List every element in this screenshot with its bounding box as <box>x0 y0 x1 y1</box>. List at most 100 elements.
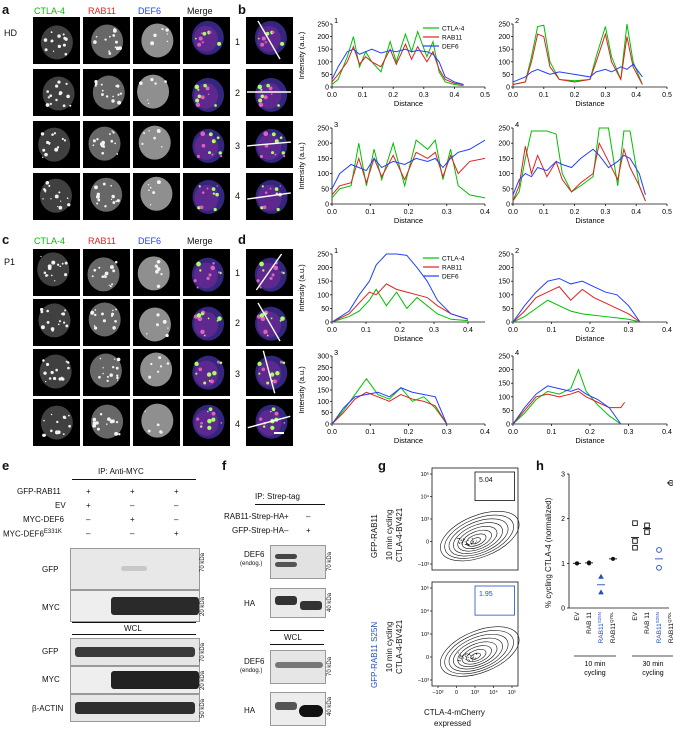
f-kda-0: 70 kDa <box>327 551 333 571</box>
f-kda-1: 40 kDa <box>327 592 333 612</box>
e-kda-3: 20 kDa <box>200 670 206 690</box>
plot-number: 4 <box>515 348 519 357</box>
y-tick-label: 200 <box>498 265 510 272</box>
y-tick-label: 50 <box>502 408 510 415</box>
x-tick-label: 0.1 <box>539 209 549 216</box>
event-dot <box>467 539 469 541</box>
y-tick-label: 200 <box>317 34 329 41</box>
plot-number: 2 <box>515 16 519 25</box>
micrograph-ctla4 <box>33 299 80 346</box>
x-tick-label: 0.1 <box>547 327 557 334</box>
e-blot-ip-myc <box>70 590 200 622</box>
x-tick-label: 0.2 <box>585 327 595 334</box>
e-row-label-0: GFP-RAB11 <box>17 487 61 496</box>
gate-box <box>474 585 515 616</box>
series-line-def6 <box>512 385 622 425</box>
plot-axes: 0 50 100 150 200 250 0.0 0.1 0.2 0.3 0.4 0.5 Distanc… <box>498 120 672 225</box>
y-tick-label: 50 <box>502 72 510 79</box>
y-tick-label: 250 <box>498 252 510 259</box>
series-line-def6 <box>331 387 448 425</box>
data-point <box>632 520 638 526</box>
category-label: RAB11S25N <box>655 612 663 643</box>
data-point <box>644 522 650 529</box>
event-dot <box>465 544 467 546</box>
density-contour <box>470 652 481 660</box>
x-axis-label: Distance <box>394 216 423 225</box>
e-kda-2: 70 kDa <box>200 642 206 662</box>
event-dot <box>462 541 464 543</box>
x-tick-label: 0.3 <box>419 92 429 99</box>
x-tick-label: 0.4 <box>480 209 490 216</box>
event-dot <box>460 540 462 542</box>
x-tick-label: 0.2 <box>570 209 580 216</box>
event-dot <box>476 540 478 542</box>
micrograph-def6 <box>133 17 180 64</box>
series-line-rab11 <box>512 32 643 85</box>
event-dot <box>469 655 471 657</box>
y-tick-label: 10⁴ <box>421 494 430 501</box>
micrograph-merge <box>246 349 293 396</box>
f-band <box>300 601 322 610</box>
x-tick-label: 0.3 <box>624 429 634 436</box>
g-row1-label: GFP-RAB11 <box>370 514 379 558</box>
micrograph-merge <box>246 17 293 64</box>
e-wcl-label: WCL <box>124 624 142 633</box>
micrograph-rab11 <box>83 121 130 168</box>
x-tick-label: 0.0 <box>327 209 337 216</box>
data-point <box>598 573 604 579</box>
y-tick-label: 0 <box>325 320 329 327</box>
f-band <box>275 554 297 559</box>
group-label-1b: cycling <box>584 670 606 677</box>
y-tick-label: –10³ <box>418 562 429 568</box>
g-xlabel-2: expressed <box>434 719 471 728</box>
y-tick-label: 200 <box>498 141 510 148</box>
group-label-2: 30 min <box>642 661 663 668</box>
y-tick-label: 100 <box>498 59 510 66</box>
event-dot <box>460 542 462 544</box>
x-tick-label: 0.0 <box>508 429 518 436</box>
c-col-label-rab11: RAB11 <box>88 236 116 246</box>
micrograph-rab11 <box>83 17 130 64</box>
f-ip-underline <box>255 504 325 505</box>
x-axis-label: Distance <box>394 334 423 343</box>
y-tick-label: 0 <box>561 606 565 613</box>
event-dot <box>463 654 465 656</box>
event-dot <box>475 542 477 544</box>
series-line-rab11 <box>512 141 646 202</box>
f-blot-ip-ha <box>270 588 326 618</box>
event-dot <box>471 538 473 540</box>
f-row-label-1: GFP-Strep-HA <box>232 526 285 535</box>
series-line-rab11 <box>331 283 469 323</box>
group-label-1: 10 min <box>584 661 605 668</box>
y-tick-label: 200 <box>317 141 329 148</box>
y-tick-label: 250 <box>498 354 510 361</box>
y-tick-label: 150 <box>317 388 329 395</box>
g-row1-ylabel-top: 10 min cycling <box>385 509 394 561</box>
g-row1-ylabel-marker: CTLA-4-BV421 <box>395 507 404 562</box>
g-row1-ylabel: 10 min cycling CTLA-4-BV421 <box>385 508 405 562</box>
x-tick-label: 0.1 <box>361 327 371 334</box>
e-blot-ip-gfp <box>70 548 200 590</box>
d-row-number-4: 4 <box>235 419 241 429</box>
x-tick-label: 0.4 <box>450 92 460 99</box>
data-point <box>656 547 662 553</box>
e-mark-2-0: – <box>86 515 91 524</box>
series-line-ctla-4 <box>512 299 641 323</box>
x-tick-label: 0.4 <box>662 327 672 334</box>
flow-plot-bottom: 10⁵ 10⁴ 10³ 0 –10³–10³ 0 10³ 10⁴ 10⁵ 1.95 <box>418 581 520 696</box>
x-tick-label: 0.1 <box>365 429 375 436</box>
micrograph-ctla4 <box>33 249 80 296</box>
c-col-label-merge: Merge <box>187 236 213 246</box>
y-tick-label: 250 <box>498 22 510 29</box>
line-plot-d1: 0 50 100 150 200 250 0.0 0.1 0.2 0.3 0.4 Distance In… <box>297 246 485 343</box>
density-contour <box>453 637 503 670</box>
series-line-def6 <box>331 139 486 190</box>
e-blot-wcl-actin <box>70 694 200 722</box>
y-axis-label: Intensity (a.u.) <box>297 31 306 79</box>
y-tick-label: 50 <box>321 306 329 313</box>
event-dot <box>465 653 467 655</box>
density-contour <box>457 641 498 667</box>
e-ip-underline <box>72 479 196 480</box>
series-line-rab11 <box>331 391 448 425</box>
plot-number: 2 <box>515 246 519 255</box>
